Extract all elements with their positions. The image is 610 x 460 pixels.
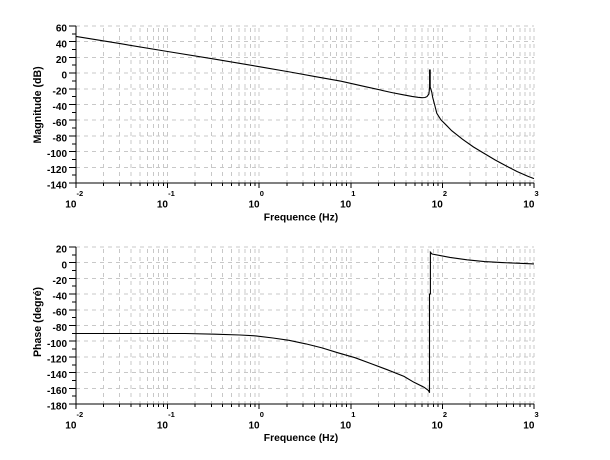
svg-text:-80: -80 xyxy=(53,323,68,334)
svg-text:10: 10 xyxy=(523,420,535,431)
svg-text:-180: -180 xyxy=(47,402,67,413)
svg-text:10: 10 xyxy=(248,199,260,210)
svg-text:-140: -140 xyxy=(47,181,67,192)
svg-text:10: 10 xyxy=(248,420,260,431)
svg-text:20: 20 xyxy=(56,55,68,66)
svg-text:20: 20 xyxy=(56,245,68,256)
svg-text:-60: -60 xyxy=(53,118,68,129)
svg-text:1: 1 xyxy=(351,189,355,198)
svg-text:10: 10 xyxy=(432,199,444,210)
svg-text:-1: -1 xyxy=(168,189,175,198)
svg-text:-160: -160 xyxy=(47,386,67,397)
svg-text:10: 10 xyxy=(157,420,169,431)
svg-text:-120: -120 xyxy=(47,165,67,176)
svg-text:10: 10 xyxy=(523,199,535,210)
svg-text:-1: -1 xyxy=(168,410,175,419)
svg-text:2: 2 xyxy=(443,189,447,198)
svg-text:-20: -20 xyxy=(53,276,68,287)
svg-text:3: 3 xyxy=(535,410,539,419)
svg-text:10: 10 xyxy=(65,420,77,431)
svg-text:60: 60 xyxy=(56,24,68,35)
svg-text:-20: -20 xyxy=(53,86,68,97)
svg-text:-60: -60 xyxy=(53,307,68,318)
svg-text:0: 0 xyxy=(260,189,264,198)
svg-text:0: 0 xyxy=(61,71,67,82)
svg-text:10: 10 xyxy=(432,420,444,431)
svg-text:-140: -140 xyxy=(47,370,67,381)
svg-text:40: 40 xyxy=(56,39,68,50)
svg-text:-80: -80 xyxy=(53,134,68,145)
svg-text:Frequence (Hz): Frequence (Hz) xyxy=(264,213,338,224)
svg-text:-100: -100 xyxy=(47,339,67,350)
svg-text:3: 3 xyxy=(535,189,539,198)
svg-text:10: 10 xyxy=(65,199,77,210)
svg-text:-2: -2 xyxy=(77,410,84,419)
svg-text:-100: -100 xyxy=(47,149,67,160)
svg-text:10: 10 xyxy=(340,199,352,210)
svg-text:-40: -40 xyxy=(53,292,68,303)
svg-text:Magnitude (dB): Magnitude (dB) xyxy=(32,66,44,143)
svg-text:-120: -120 xyxy=(47,355,67,366)
svg-text:10: 10 xyxy=(340,420,352,431)
svg-text:10: 10 xyxy=(157,199,169,210)
svg-text:Phase (degré): Phase (degré) xyxy=(32,287,44,357)
svg-text:0: 0 xyxy=(260,410,264,419)
svg-text:-40: -40 xyxy=(53,102,68,113)
svg-text:Frequence (Hz): Frequence (Hz) xyxy=(264,433,338,444)
svg-text:2: 2 xyxy=(443,410,447,419)
svg-text:-2: -2 xyxy=(77,189,84,198)
svg-text:1: 1 xyxy=(351,410,355,419)
svg-text:0: 0 xyxy=(61,260,67,271)
